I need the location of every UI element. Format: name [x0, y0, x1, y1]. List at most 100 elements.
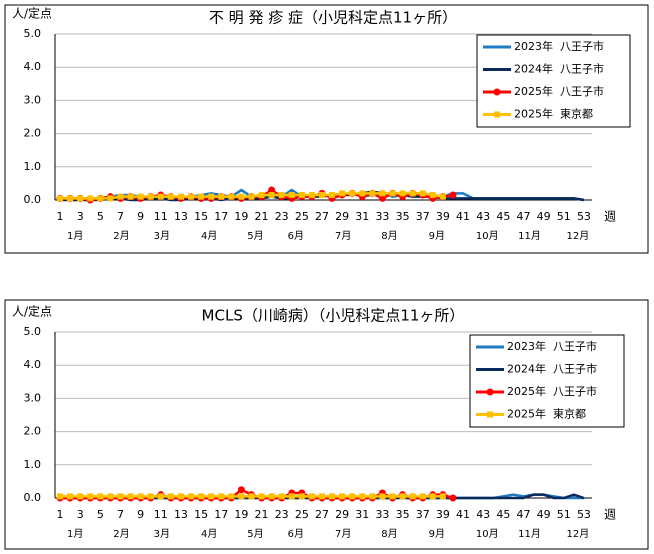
month-label: 8月	[381, 230, 397, 242]
x-tick-label: 35	[396, 508, 410, 521]
month-label: 10月	[476, 528, 499, 540]
y-tick-label: 4.0	[24, 358, 42, 371]
month-label: 11月	[518, 528, 541, 540]
month-label: 7月	[335, 528, 351, 540]
data-point	[369, 493, 376, 500]
data-point	[429, 493, 436, 500]
data-point	[67, 493, 74, 500]
month-label: 12月	[567, 528, 590, 540]
x-tick-label: 51	[557, 508, 571, 521]
data-point	[177, 193, 184, 200]
legend-marker	[493, 88, 501, 96]
data-point	[379, 493, 386, 500]
legend-label: 2025年 八王子市	[514, 84, 604, 98]
data-point	[339, 190, 346, 197]
x-tick-label: 33	[375, 508, 389, 521]
x-tick-label: 49	[537, 210, 551, 223]
legend-marker	[486, 388, 494, 396]
x-tick-label: 39	[436, 210, 450, 223]
x-tick-label: 3	[77, 508, 84, 521]
month-label: 6月	[288, 528, 304, 540]
data-point	[127, 493, 134, 500]
month-label: 2月	[113, 230, 129, 242]
month-label: 1月	[67, 528, 83, 540]
data-point	[339, 493, 346, 500]
data-point	[318, 192, 325, 199]
data-point	[167, 193, 174, 200]
data-point	[399, 190, 406, 197]
x-axis-label: 週	[604, 210, 616, 224]
data-point	[87, 195, 94, 202]
data-point	[268, 186, 276, 194]
legend-label: 2024年 八王子市	[507, 362, 597, 376]
data-point	[127, 193, 134, 200]
x-tick-label: 39	[436, 508, 450, 521]
data-point	[258, 493, 265, 500]
data-point	[308, 192, 315, 199]
data-point	[329, 192, 336, 199]
x-tick-label: 7	[117, 508, 124, 521]
legend-label: 2023年 八王子市	[514, 39, 604, 53]
month-label: 5月	[247, 528, 263, 540]
x-tick-label: 5	[97, 210, 104, 223]
y-tick-label: 2.0	[24, 127, 42, 140]
y-tick-label: 3.0	[24, 391, 42, 404]
data-point	[208, 493, 215, 500]
x-tick-label: 53	[577, 210, 591, 223]
legend-label: 2023年 八王子市	[507, 339, 597, 353]
x-tick-label: 53	[577, 508, 591, 521]
x-tick-label: 45	[496, 210, 510, 223]
chart-title: MCLS（川崎病）（小児科定点11ヶ所）	[202, 307, 465, 325]
data-point	[409, 493, 416, 500]
month-label: 2月	[113, 528, 129, 540]
data-point	[449, 494, 457, 502]
x-tick-label: 35	[396, 210, 410, 223]
data-point	[237, 486, 245, 494]
x-tick-label: 29	[335, 210, 349, 223]
month-label: 1月	[67, 230, 83, 242]
data-point	[157, 493, 164, 500]
data-point	[137, 193, 144, 200]
data-point	[389, 190, 396, 197]
data-point	[298, 192, 305, 199]
data-point	[137, 493, 144, 500]
x-tick-label: 5	[97, 508, 104, 521]
data-point	[409, 190, 416, 197]
data-point	[389, 493, 396, 500]
data-point	[228, 493, 235, 500]
data-point	[268, 192, 275, 199]
data-point	[218, 193, 225, 200]
x-tick-label: 37	[416, 508, 430, 521]
x-tick-label: 17	[214, 508, 228, 521]
month-label: 3月	[154, 528, 170, 540]
data-point	[449, 191, 457, 199]
legend-label: 2024年 八王子市	[514, 62, 604, 76]
data-point	[67, 195, 74, 202]
month-label: 11月	[518, 230, 541, 242]
data-point	[157, 193, 164, 200]
y-tick-label: 1.0	[24, 160, 42, 173]
data-point	[349, 190, 356, 197]
legend-label: 2025年 東京都	[514, 107, 593, 121]
x-tick-label: 31	[355, 508, 369, 521]
legend-marker	[494, 111, 500, 118]
data-point	[429, 192, 436, 199]
legend-marker	[487, 411, 493, 418]
y-tick-label: 0.0	[24, 491, 42, 504]
x-tick-label: 25	[295, 508, 309, 521]
data-point	[318, 493, 325, 500]
data-point	[117, 493, 124, 500]
data-point	[419, 190, 426, 197]
data-point	[258, 192, 265, 199]
month-label: 8月	[381, 528, 397, 540]
data-point	[57, 493, 64, 500]
x-tick-label: 41	[456, 508, 470, 521]
data-point	[288, 493, 295, 500]
x-tick-label: 17	[214, 210, 228, 223]
month-label: 7月	[335, 230, 351, 242]
x-tick-label: 29	[335, 508, 349, 521]
x-tick-label: 15	[194, 210, 208, 223]
x-tick-label: 45	[496, 508, 510, 521]
x-tick-label: 43	[476, 508, 490, 521]
x-tick-label: 27	[315, 508, 329, 521]
